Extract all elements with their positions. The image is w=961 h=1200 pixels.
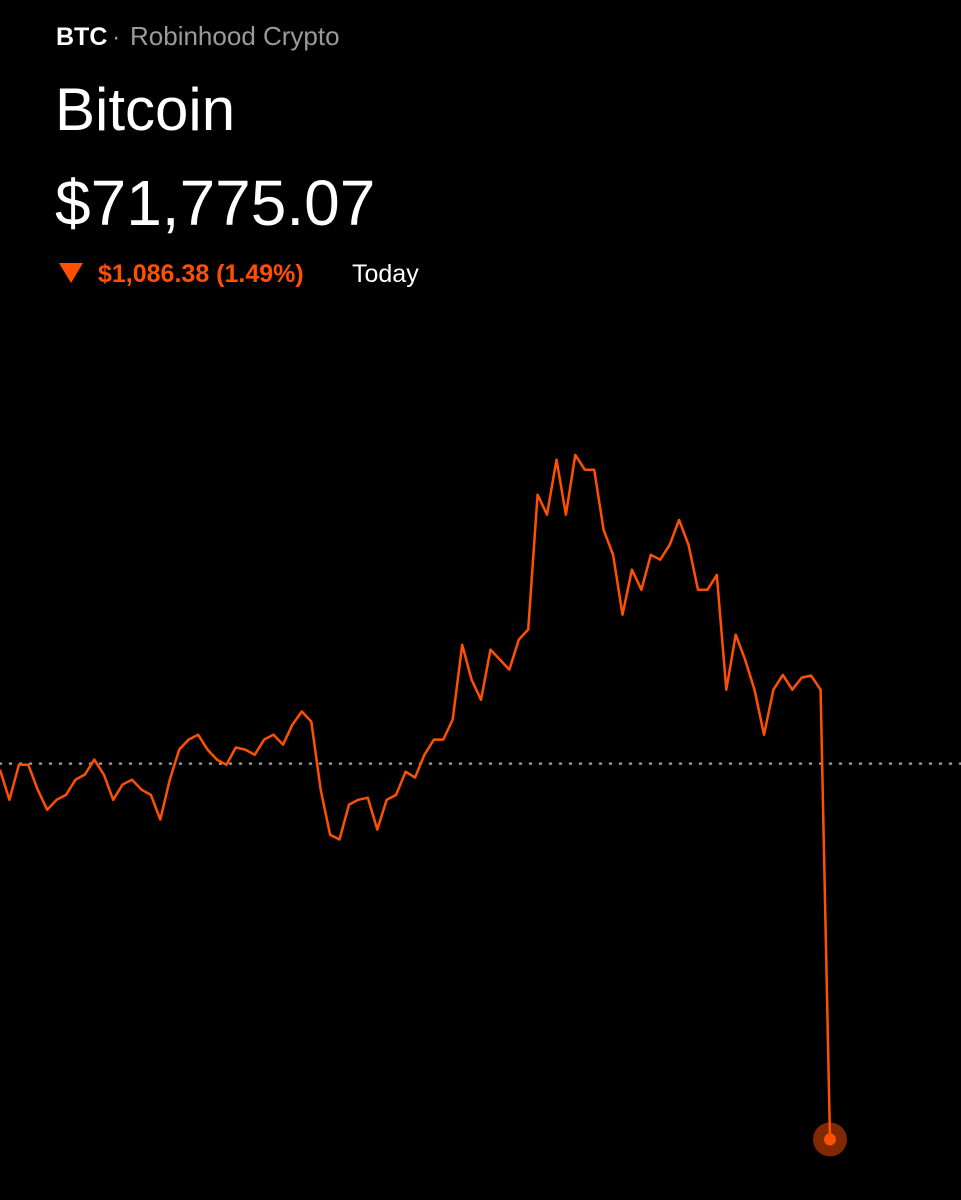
source: Robinhood Crypto xyxy=(130,21,340,51)
change: $1,086.38 (1.49%) xyxy=(98,260,304,288)
separator: · xyxy=(112,23,120,51)
ticker: BTC xyxy=(56,23,107,51)
chart xyxy=(0,453,961,1157)
price-line xyxy=(0,453,832,1140)
period: Today xyxy=(352,260,419,288)
end-dot xyxy=(824,1133,836,1146)
price: $71,775.07 xyxy=(55,167,375,239)
down-arrow xyxy=(59,263,83,283)
asset-name: Bitcoin xyxy=(55,76,235,143)
